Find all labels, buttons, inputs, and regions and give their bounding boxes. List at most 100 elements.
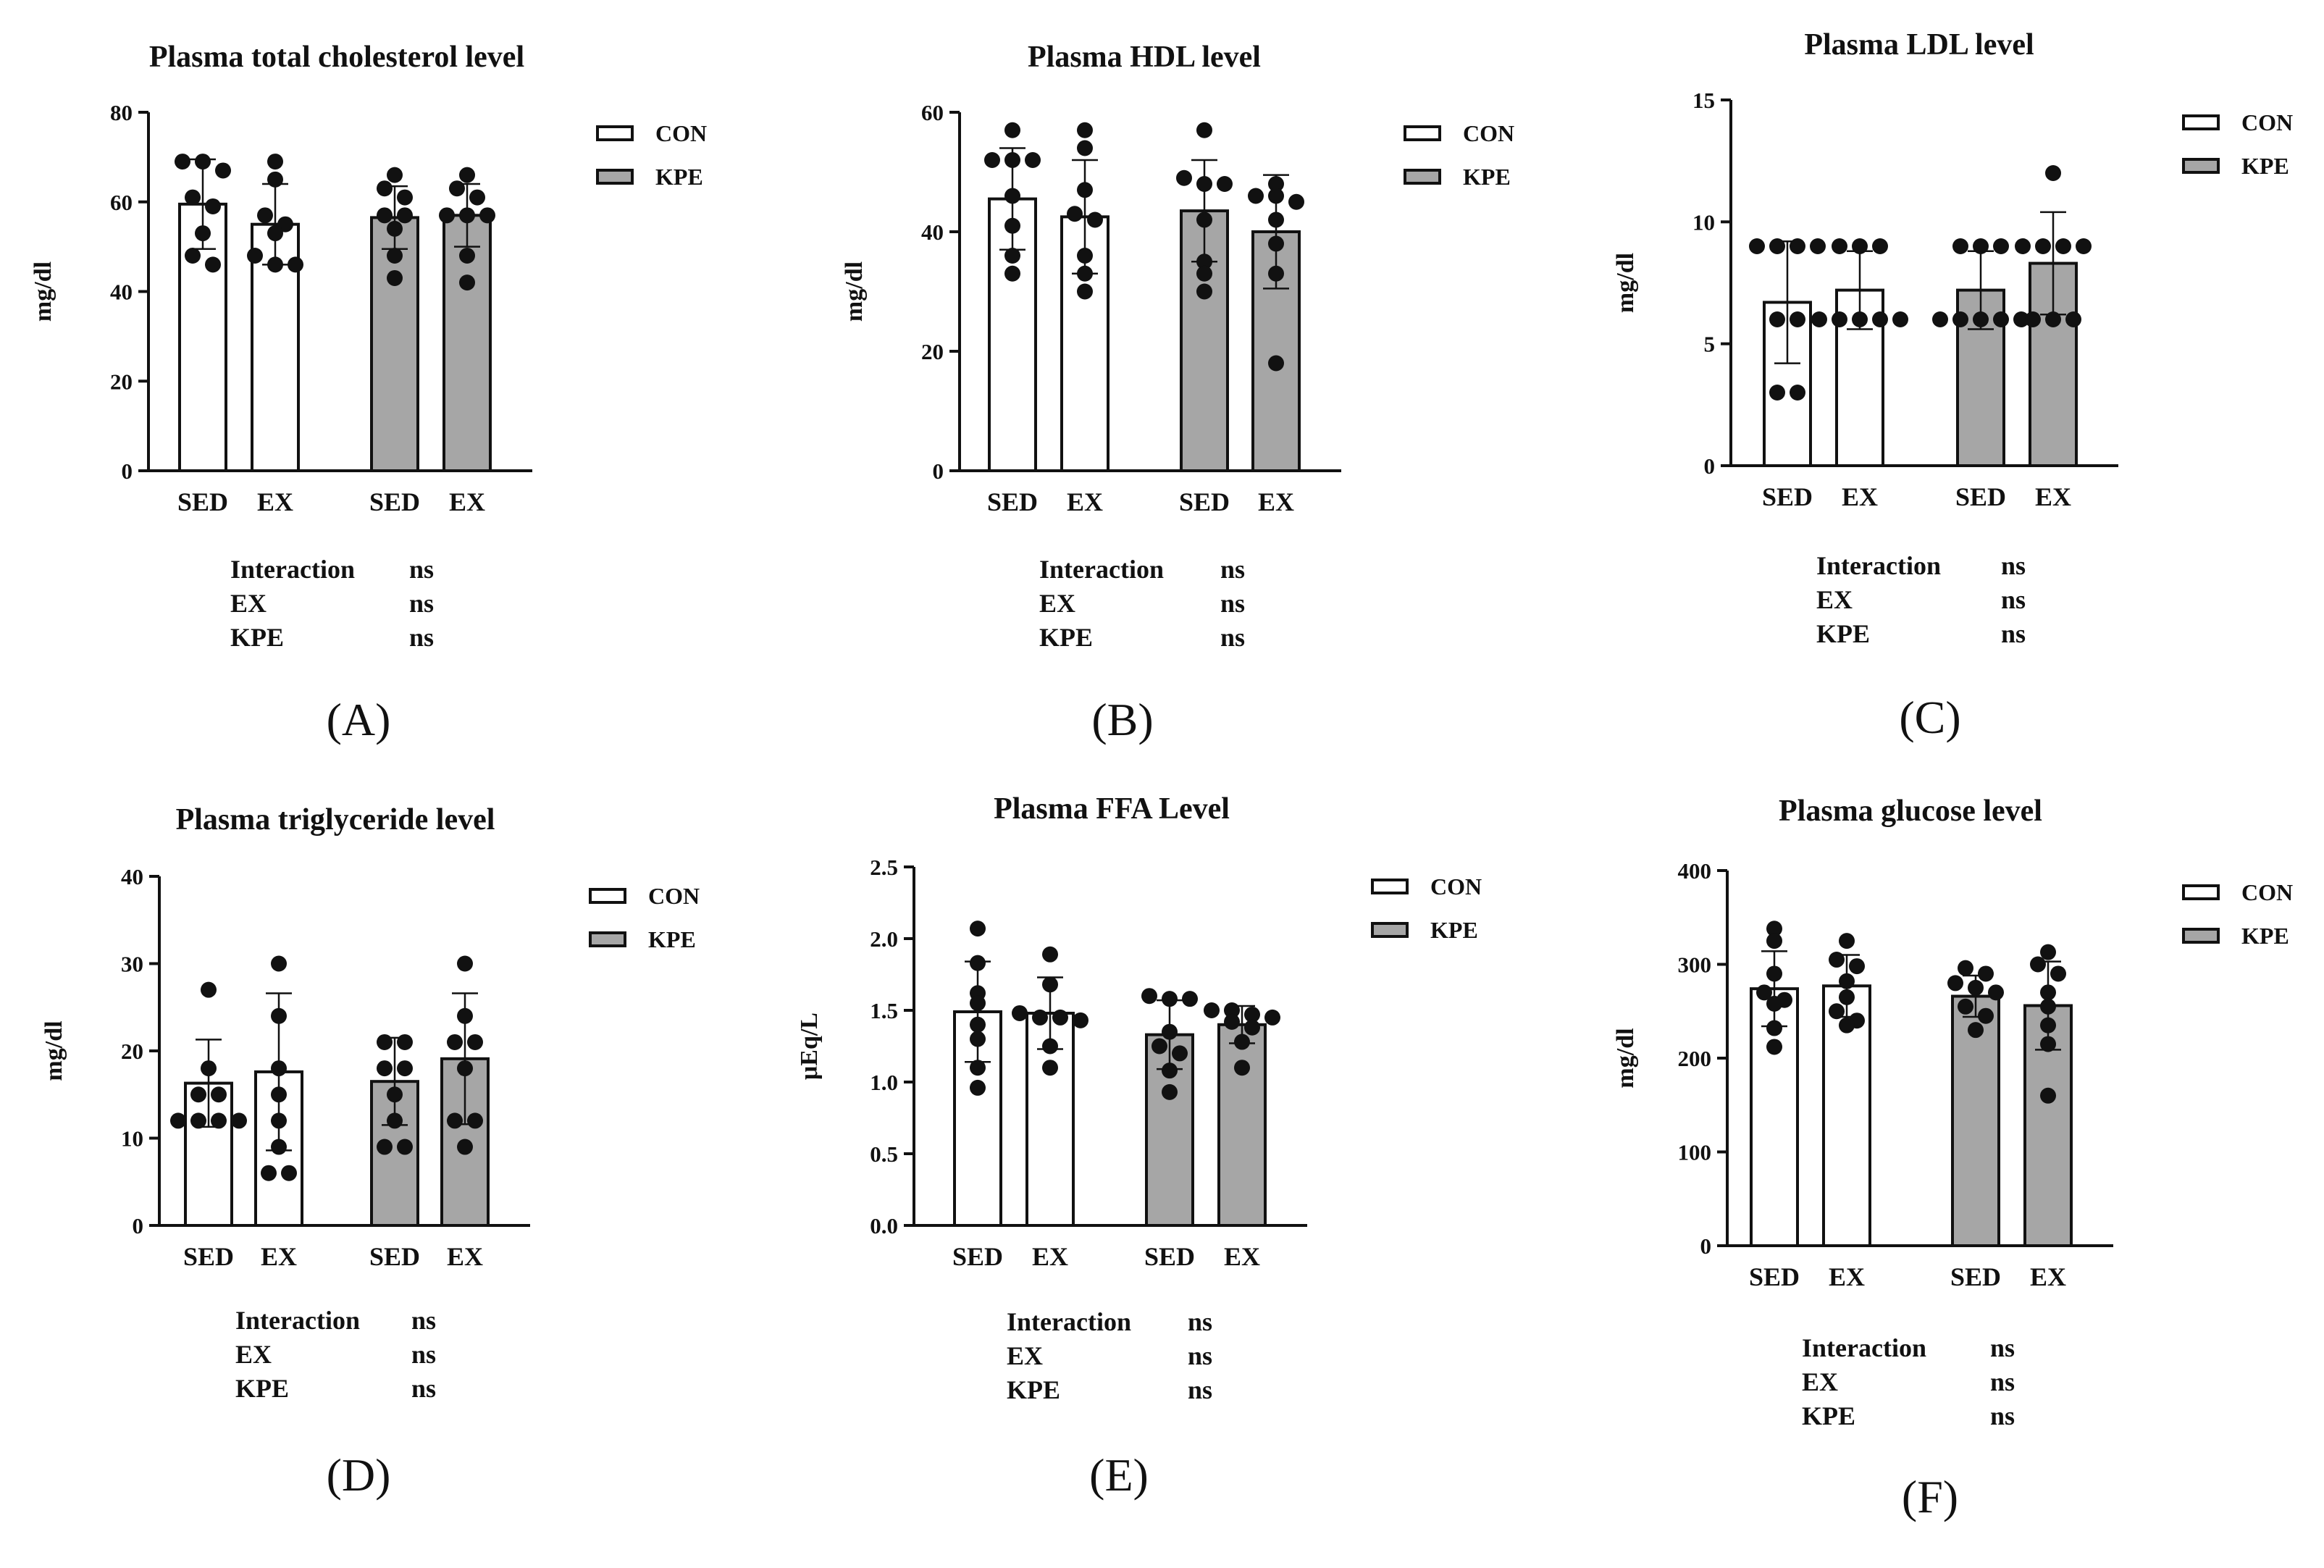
legend-swatch [1371,879,1409,894]
data-point [1224,1002,1240,1018]
data-point [1234,1060,1250,1076]
stat-result: ns [1220,589,1245,618]
data-point [457,1139,473,1155]
stat-term: Interaction [230,555,355,584]
data-point [1004,265,1020,282]
y-tick-label: 40 [110,280,133,305]
data-point [1162,1062,1178,1079]
data-point [261,1165,277,1181]
legend-swatch [2182,114,2220,130]
data-point [1811,311,1827,327]
data-point [1749,238,1765,254]
data-point [271,1112,287,1129]
data-point [457,1060,473,1077]
y-tick-label: 40 [121,864,143,889]
y-tick-label: 100 [1678,1140,1712,1165]
data-point [1932,311,1948,327]
data-point [457,955,473,972]
legend-swatch [596,169,634,185]
data-point [267,154,283,170]
x-category-label: SED [1950,1262,2001,1291]
data-point [2040,1017,2056,1034]
stat-result: ns [1188,1341,1212,1370]
panel-label: (C) [1899,692,1960,743]
data-point [1087,211,1103,228]
y-tick-label: 80 [110,100,133,125]
y-tick-label: 0.0 [870,1213,898,1238]
data-point [2015,238,2031,254]
data-point [1766,933,1782,949]
data-point [970,1016,986,1033]
stat-result: ns [1188,1307,1212,1336]
y-tick-label: 400 [1678,858,1712,884]
chart-panel-d: Plasma triglyceride level 0 10 20 30 40 mg/dl S… [41,803,700,1501]
chart-panel-e: Plasma FFA Level 0.0 0.5 1.0 1.5 2.0 2.5 μEq/L S… [796,792,1482,1501]
data-point [1839,989,1855,1005]
legend-swatch [2182,158,2220,174]
data-point [1769,238,1785,254]
data-point [1025,152,1041,168]
data-point [185,189,201,206]
data-point [2040,944,2056,960]
data-point [205,256,221,273]
data-point [1852,238,1868,254]
data-point [1196,176,1212,192]
chart-title: Plasma total cholesterol level [149,41,524,74]
data-point [1790,311,1805,327]
data-point [459,207,475,224]
stat-result: ns [411,1340,436,1369]
data-point [1172,1045,1188,1062]
data-point [459,167,475,183]
data-point [1839,973,1855,989]
y-axis-label: mg/dl [30,261,56,322]
data-point [2040,1036,2056,1052]
data-point [1766,965,1782,982]
data-point [459,248,475,264]
x-category-label: EX [447,1242,483,1271]
x-category-label: SED [1749,1262,1800,1291]
stat-result: ns [1220,555,1245,584]
data-point [1052,1009,1068,1026]
legend-label: CON [1463,120,1514,146]
stat-result: ns [1188,1375,1212,1404]
data-point [970,1060,986,1076]
data-point [2040,1087,2056,1104]
data-point [970,1079,986,1096]
data-point [1077,122,1093,138]
data-point [1141,988,1157,1005]
data-point [1790,238,1805,254]
legend-swatch [1404,169,1441,185]
y-tick-label: 15 [1692,88,1715,113]
stat-term: Interaction [235,1306,360,1335]
x-category-label: EX [1067,487,1103,516]
data-point [1268,235,1284,252]
data-point [1067,206,1083,222]
stat-result: ns [2001,551,2026,580]
data-point [1077,248,1093,264]
y-tick-label: 20 [921,339,944,364]
data-point [397,1139,413,1155]
data-point [2065,311,2081,327]
x-category-label: EX [1032,1242,1068,1271]
stat-term: EX [1007,1341,1043,1370]
data-point [1958,998,1973,1015]
x-category-label: EX [1258,487,1294,516]
data-point [467,1034,483,1050]
data-point [2035,238,2051,254]
data-point [387,248,403,264]
data-point [257,207,273,224]
data-point [1004,217,1020,234]
data-point [387,220,403,237]
data-point [1947,975,1963,991]
data-point [1077,265,1093,282]
legend-label: KPE [648,926,696,952]
data-point [377,180,393,197]
data-point [190,1086,206,1103]
stat-term: KPE [1039,623,1093,652]
data-point [2030,956,2046,973]
data-point [970,1031,986,1047]
data-point [1234,1034,1250,1050]
bar [442,214,492,472]
data-point [1077,140,1093,156]
